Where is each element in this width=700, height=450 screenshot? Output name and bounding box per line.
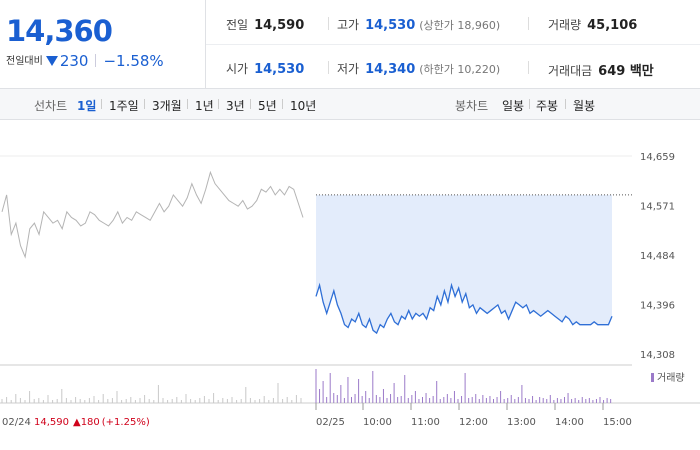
series-area-today	[316, 194, 612, 334]
change-label: 전일대비	[6, 56, 43, 67]
stat-prev-close: 전일 14,590	[226, 18, 305, 33]
x-tick-label: 15:00	[603, 417, 632, 428]
quote-stats: 전일 14,590 고가 14,530 (상한가 18,960) 거래량 45,106 …	[206, 0, 700, 88]
stat-high: 고가 14,530 (상한가 18,960)	[337, 18, 501, 33]
candle-monthly[interactable]: 월봉	[573, 99, 596, 113]
volume-legend-label: 거래량	[657, 372, 685, 384]
current-price: 14,360	[6, 14, 113, 48]
chart-toolbar: 선차트 1일 1주일 3개월 1년 3년 5년 10년 봉차트 일봉 주봉 월봉	[0, 89, 700, 120]
x-tick-label: 14:00	[555, 417, 584, 428]
stat-open: 시가 14,530	[226, 62, 305, 77]
quote-header: 14,360 전일대비 230 −1.58% 전일 14,590 고가 14,530 (상…	[0, 0, 700, 89]
change-percent: −1.58%	[103, 52, 164, 70]
x-tick-label: 12:00	[459, 417, 488, 428]
price-box: 14,360 전일대비 230 −1.58%	[0, 0, 206, 88]
down-triangle-icon	[45, 56, 58, 66]
x-tick-label: 10:00	[363, 417, 392, 428]
candle-daily[interactable]: 일봉	[502, 99, 525, 113]
y-tick-label: 14,571	[640, 202, 675, 213]
y-tick-label: 14,308	[640, 350, 675, 361]
divider	[95, 54, 97, 67]
period-1w[interactable]: 1주일	[109, 99, 139, 113]
series-line-prev-day	[1, 170, 304, 259]
price-change: 전일대비 230 −1.58%	[6, 52, 164, 70]
x-tick-label: 02/25	[316, 417, 345, 428]
x-tick-label: 13:00	[507, 417, 536, 428]
stat-volume: 거래량 45,106	[548, 18, 638, 33]
period-1y[interactable]: 1년	[195, 99, 214, 113]
candle-weekly[interactable]: 주봉	[536, 99, 559, 113]
period-3m[interactable]: 3개월	[152, 99, 182, 113]
line-chart-label: 선차트	[34, 99, 68, 113]
period-1d[interactable]: 1일	[77, 99, 97, 113]
period-10y[interactable]: 10년	[290, 99, 317, 113]
series-line-today	[315, 282, 613, 335]
prev-day-date: 02/24	[2, 417, 31, 428]
period-3y[interactable]: 3년	[226, 99, 245, 113]
volume-legend-swatch	[651, 373, 654, 382]
candle-chart-label: 봉차트	[455, 99, 489, 113]
prev-day-summary: 14,590 ▲180 (+1.25%)	[34, 417, 150, 428]
y-tick-label: 14,659	[640, 152, 675, 163]
stat-low: 저가 14,340 (하한가 10,220)	[337, 62, 501, 77]
period-5y[interactable]: 5년	[258, 99, 277, 113]
x-tick-label: 11:00	[411, 417, 440, 428]
y-tick-label: 14,396	[640, 301, 675, 312]
intraday-chart: 14,659 14,571 14,484 14,396 14,308 02/25 10:0…	[0, 152, 700, 428]
change-amount: 230	[59, 52, 89, 70]
stat-trade-value: 거래대금 649 백만	[548, 64, 654, 79]
y-tick-label: 14,484	[640, 251, 675, 262]
